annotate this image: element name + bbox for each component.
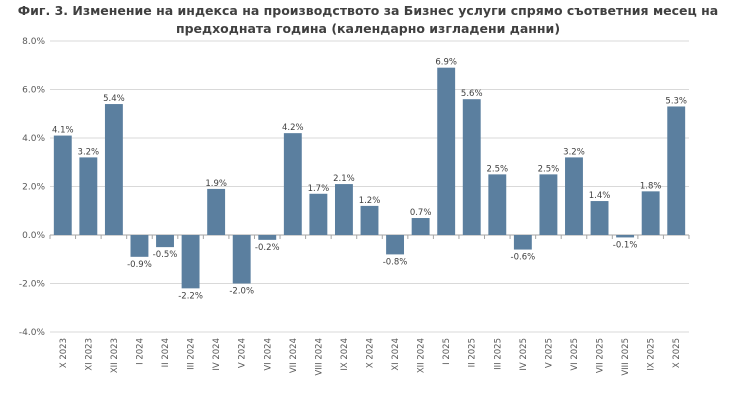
y-tick-label: 8.0% bbox=[22, 37, 45, 47]
x-tick-label: III 2025 bbox=[493, 338, 503, 370]
y-axis: 8.0% 6.0% 4.0% 2.0% 0.0% -2.0% -4.0% bbox=[19, 37, 46, 338]
x-tick-label: III 2024 bbox=[187, 338, 197, 370]
x-tick-label: IV 2024 bbox=[212, 338, 222, 371]
y-tick-label: 4.0% bbox=[22, 134, 45, 144]
x-tick-label: VIII 2025 bbox=[621, 338, 631, 376]
data-label: 2.5% bbox=[538, 164, 560, 174]
x-tick-label: XII 2023 bbox=[110, 338, 120, 373]
x-tick-label: X 2025 bbox=[672, 338, 682, 368]
data-label: -2.0% bbox=[229, 287, 254, 297]
bar bbox=[360, 205, 379, 235]
y-tick-label: 2.0% bbox=[22, 183, 45, 193]
data-label: 6.9% bbox=[435, 58, 457, 68]
x-tick-label: II 2025 bbox=[468, 338, 478, 367]
bar bbox=[130, 235, 149, 257]
bar bbox=[79, 157, 98, 235]
x-tick-label: VII 2025 bbox=[596, 338, 606, 373]
bar bbox=[513, 235, 532, 250]
bar bbox=[462, 99, 481, 235]
data-label: 2.1% bbox=[333, 174, 355, 184]
bar bbox=[616, 235, 635, 238]
x-tick-label: X 2023 bbox=[59, 338, 69, 368]
bar bbox=[667, 106, 686, 235]
bar bbox=[334, 184, 353, 235]
y-tick-label: -4.0% bbox=[19, 328, 46, 338]
x-tick-label: VI 2024 bbox=[263, 338, 273, 371]
data-label: 5.6% bbox=[461, 89, 483, 99]
data-label: 4.2% bbox=[282, 123, 304, 133]
bar bbox=[283, 133, 302, 235]
data-label: 5.3% bbox=[665, 96, 687, 106]
y-tick-label: 6.0% bbox=[22, 86, 45, 96]
data-label: 3.2% bbox=[563, 147, 585, 157]
x-tick-label: IX 2025 bbox=[647, 338, 657, 371]
data-label: 4.1% bbox=[52, 126, 74, 136]
bar bbox=[207, 188, 226, 235]
x-tick-label: XI 2023 bbox=[84, 338, 94, 371]
bar bbox=[565, 157, 583, 235]
bar bbox=[641, 191, 660, 235]
x-tick-label: X 2024 bbox=[366, 338, 376, 368]
data-label: -0.5% bbox=[153, 250, 178, 260]
bar bbox=[539, 174, 558, 235]
bars bbox=[53, 67, 686, 289]
data-label: 1.2% bbox=[359, 196, 381, 206]
data-label: 1.4% bbox=[589, 191, 611, 201]
bar bbox=[258, 235, 277, 240]
x-tick-label: IV 2025 bbox=[519, 338, 529, 371]
bar bbox=[309, 193, 328, 235]
x-tick-label: VII 2024 bbox=[289, 338, 299, 373]
x-tick-label: II 2024 bbox=[161, 338, 171, 367]
chart-title-line-2: предходната година (календарно изгладени… bbox=[175, 21, 561, 36]
x-tick-label: V 2025 bbox=[544, 338, 554, 368]
x-tick-label: VI 2025 bbox=[570, 338, 580, 371]
x-axis: X 2023 XI 2023 XII 2023 I 2024 II 2024 III 20… bbox=[59, 338, 682, 376]
bar bbox=[53, 135, 72, 235]
data-label: 1.9% bbox=[205, 179, 227, 189]
data-label: 5.4% bbox=[103, 94, 125, 104]
bar bbox=[488, 174, 507, 235]
x-tick-label: I 2024 bbox=[135, 338, 145, 365]
data-label: 1.8% bbox=[640, 181, 662, 191]
chart-title: Фиг. 3. Изменение на индекса на производ… bbox=[0, 2, 736, 38]
x-tick-label: VIII 2024 bbox=[314, 338, 324, 376]
data-label: 2.5% bbox=[486, 164, 508, 174]
gridlines bbox=[49, 40, 690, 333]
bar bbox=[232, 235, 251, 284]
x-tick-label: V 2024 bbox=[238, 338, 248, 368]
data-label: -0.1% bbox=[613, 240, 638, 250]
bar bbox=[590, 201, 609, 235]
data-label: -0.8% bbox=[383, 257, 408, 267]
y-tick-label: 0.0% bbox=[22, 231, 45, 241]
data-label: -0.9% bbox=[127, 260, 152, 270]
bar bbox=[437, 67, 456, 235]
data-label: 0.7% bbox=[410, 208, 432, 218]
bar bbox=[104, 104, 123, 235]
y-tick-label: -2.0% bbox=[19, 280, 46, 290]
bar bbox=[181, 235, 200, 289]
data-label: 1.7% bbox=[308, 184, 330, 194]
bar bbox=[156, 235, 174, 248]
bar bbox=[386, 235, 405, 255]
bar bbox=[411, 218, 430, 235]
data-label: -0.2% bbox=[255, 243, 280, 253]
data-label: 3.2% bbox=[78, 147, 100, 157]
x-tick-label: XI 2024 bbox=[391, 338, 401, 371]
chart-title-line-1: Фиг. 3. Изменение на индекса на производ… bbox=[17, 3, 719, 18]
x-tick-label: XII 2024 bbox=[417, 338, 427, 373]
x-tick-label: I 2025 bbox=[442, 338, 452, 365]
data-labels: 4.1% 3.2% 5.4% -0.9%-0.5% -2.2% 1.9% -2.0% -0.2… bbox=[52, 58, 687, 302]
data-label: -2.2% bbox=[178, 291, 203, 301]
x-tick-label: IX 2024 bbox=[340, 338, 350, 371]
data-label: -0.6% bbox=[511, 253, 536, 263]
